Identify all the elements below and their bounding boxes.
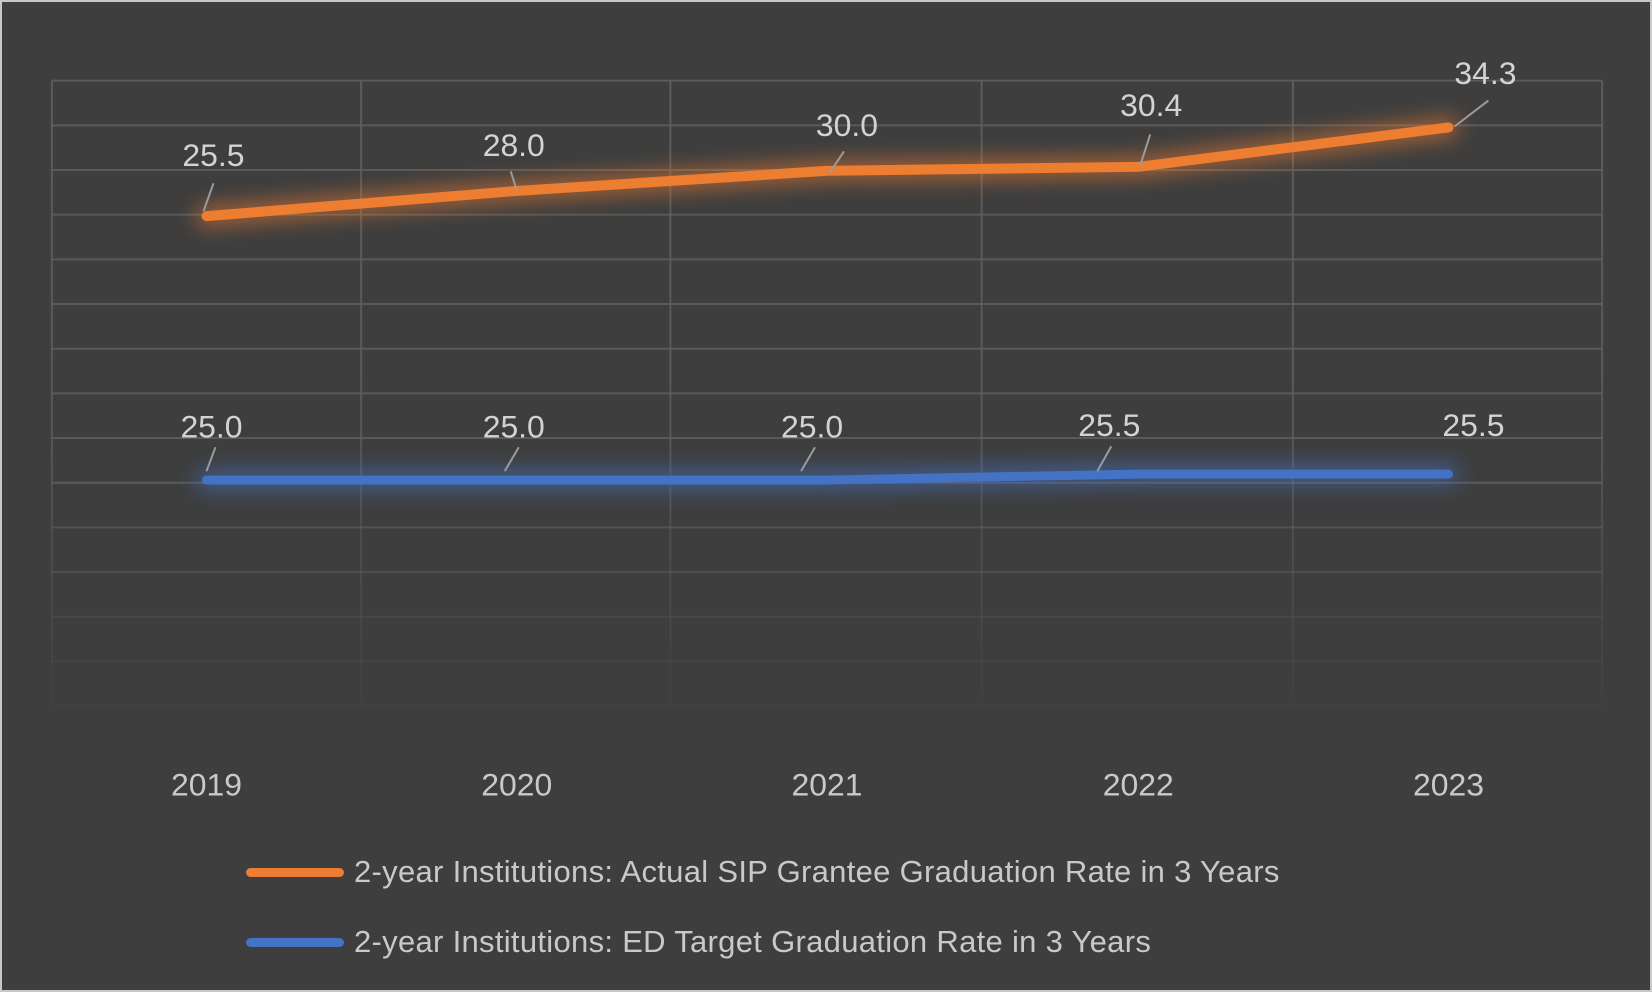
data-label-actual-4: 34.3 (1454, 55, 1516, 91)
leader-line-actual-0 (202, 182, 215, 212)
legend-label-actual: 2-year Institutions: Actual SIP Grantee … (354, 854, 1280, 889)
x-axis-label-4: 2023 (1413, 766, 1484, 802)
legend-swatch-target-line (246, 937, 344, 947)
x-axis-label-3: 2022 (1103, 766, 1174, 802)
legend-item-actual: 2-year Institutions: Actual SIP Grantee … (246, 854, 1280, 890)
leader-lines (202, 99, 1489, 472)
leader-line-target-2 (800, 446, 816, 472)
x-axis-label-1: 2020 (481, 766, 552, 802)
data-label-target-1: 25.0 (483, 409, 545, 445)
data-label-actual-3: 30.4 (1120, 87, 1182, 123)
leader-line-actual-4 (1453, 99, 1489, 128)
leader-line-target-0 (205, 446, 217, 472)
data-label-actual-2: 30.0 (816, 107, 878, 143)
series-line-actual (201, 122, 1454, 222)
legend-item-target: 2-year Institutions: ED Target Graduatio… (246, 924, 1280, 960)
data-label-target-4: 25.5 (1442, 407, 1504, 443)
series-lines (195, 116, 1460, 492)
data-label-actual-0: 25.5 (182, 137, 244, 173)
legend-label-target: 2-year Institutions: ED Target Graduatio… (354, 924, 1152, 959)
data-label-actual-1: 28.0 (483, 127, 545, 163)
leader-line-actual-1 (509, 171, 518, 191)
x-axis-label-2: 2021 (792, 766, 863, 802)
x-axis-label-0: 2019 (171, 766, 242, 802)
data-label-target-0: 25.0 (180, 409, 242, 445)
legend: 2-year Institutions: Actual SIP Grantee … (246, 854, 1280, 960)
data-label-target-2: 25.0 (781, 409, 843, 445)
data-label-target-3: 25.5 (1078, 407, 1140, 443)
series-line-target (202, 469, 1453, 485)
x-axis-labels: 2019 2020 2021 2022 2023 (171, 766, 1484, 802)
leader-line-actual-3 (1139, 134, 1152, 166)
leader-line-actual-2 (829, 150, 845, 173)
leader-line-target-3 (1096, 445, 1113, 472)
data-labels: 25.5 28.0 30.0 30.4 34.3 25.0 25.0 25.0 25.5 25.5 (180, 55, 1516, 445)
leader-line-target-1 (503, 446, 520, 472)
gridlines (50, 79, 1604, 708)
legend-swatch-actual-line (246, 867, 344, 877)
